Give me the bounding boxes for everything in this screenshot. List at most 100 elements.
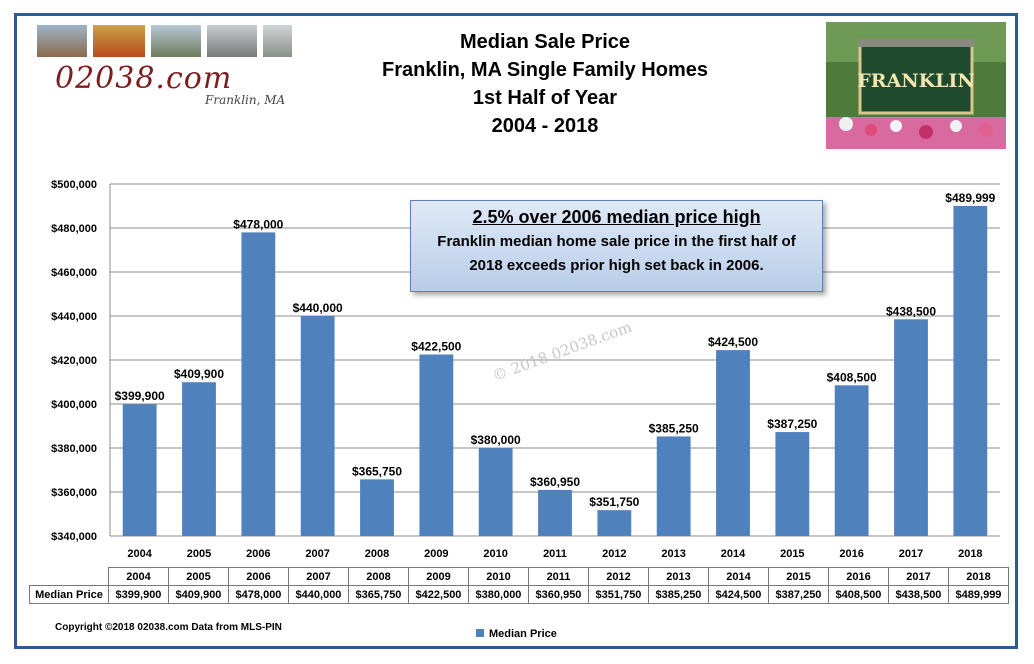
table-value-cell: $489,999 <box>948 585 1009 604</box>
data-label: $408,500 <box>827 370 877 384</box>
x-tick-label: 2018 <box>958 548 982 560</box>
bar <box>241 232 276 536</box>
bar <box>597 510 632 536</box>
welcome-sign-illustration: FRANKLIN <box>826 22 1006 149</box>
table-year-cell: 2006 <box>228 567 289 586</box>
table-year-cell: 2004 <box>108 567 169 586</box>
bar <box>538 489 572 536</box>
y-tick-label: $400,000 <box>51 399 97 411</box>
table-header-row: 2004 2005 2006 2007 2008 2009 2010 2011 2012 2013… <box>29 567 1009 586</box>
x-tick-label: 2010 <box>483 548 507 560</box>
table-value-cell: $422,500 <box>408 585 469 604</box>
callout-body: Franklin median home sale price in the f… <box>411 230 822 278</box>
sign-text: FRANKLIN <box>857 70 975 92</box>
x-tick-label: 2012 <box>602 548 626 560</box>
data-label: $409,900 <box>174 367 224 381</box>
table-year-cell: 2009 <box>408 567 469 586</box>
table-year-cell: 2007 <box>288 567 349 586</box>
x-tick-label: 2008 <box>365 548 389 560</box>
table-year-cell: 2016 <box>828 567 889 586</box>
table-year-cell: 2013 <box>648 567 709 586</box>
table-value-cell: $440,000 <box>288 585 349 604</box>
table-row-header: Median Price <box>29 585 109 604</box>
table-value-cell: $399,900 <box>108 585 169 604</box>
table-year-cell: 2010 <box>468 567 529 586</box>
table-value-cell: $351,750 <box>588 585 649 604</box>
y-tick-label: $500,000 <box>51 179 97 191</box>
callout-headline: 2.5% over 2006 median price high <box>472 207 761 227</box>
data-label: $380,000 <box>471 433 521 447</box>
table-year-cell: 2005 <box>168 567 229 586</box>
bar <box>122 404 157 536</box>
table-year-cell: 2014 <box>708 567 769 586</box>
title-line-1: Median Sale Price <box>459 31 631 53</box>
table-value-cell: $385,250 <box>648 585 709 604</box>
table-year-cell: 2008 <box>348 567 409 586</box>
data-label: $360,950 <box>530 475 580 489</box>
y-tick-label: $380,000 <box>51 443 97 455</box>
y-tick-label: $340,000 <box>51 531 97 543</box>
logo-photo-strip <box>37 25 292 57</box>
bar <box>182 382 216 536</box>
x-tick-label: 2013 <box>661 548 685 560</box>
bar <box>478 448 513 536</box>
y-tick-label: $460,000 <box>51 267 97 279</box>
bar <box>716 350 750 536</box>
data-labels: $399,900 $409,900 $478,000 $440,000 $365,750… <box>115 191 996 509</box>
x-axis: 2004 2005 2006 2007 2008 2009 2010 2011 2012 2013… <box>127 548 982 560</box>
bar <box>834 385 869 536</box>
chart-title: Median Sale Price Franklin, MA Single Fa… <box>300 28 790 140</box>
y-tick-label: $440,000 <box>51 311 97 323</box>
site-logo: 02038.com Franklin, MA <box>37 25 292 110</box>
table-value-cell: $424,500 <box>708 585 769 604</box>
data-table: 2004 2005 2006 2007 2008 2009 2010 2011 2012 2013… <box>29 567 1009 604</box>
bar-series <box>122 206 988 536</box>
table-year-cell: 2011 <box>528 567 589 586</box>
data-label: $424,500 <box>708 335 758 349</box>
title-line-2: Franklin, MA Single Family Homes <box>382 59 708 81</box>
table-year-cell: 2012 <box>588 567 649 586</box>
data-label: $422,500 <box>411 340 461 354</box>
table-value-cell: $409,900 <box>168 585 229 604</box>
bar <box>953 206 988 536</box>
data-label: $440,000 <box>293 301 343 315</box>
y-axis: $340,000 $360,000 $380,000 $400,000 $420,000… <box>51 179 111 543</box>
data-label: $489,999 <box>945 191 995 205</box>
bar <box>360 479 394 536</box>
table-row: Median Price $399,900 $409,900 $478,000 $44… <box>29 585 1009 604</box>
legend: Median Price <box>476 628 557 640</box>
table-value-cell: $380,000 <box>468 585 529 604</box>
bar <box>300 316 335 536</box>
data-label: $387,250 <box>767 417 817 431</box>
data-label: $438,500 <box>886 304 936 318</box>
bar <box>894 319 928 536</box>
table-value-cell: $360,950 <box>528 585 589 604</box>
x-tick-label: 2015 <box>780 548 804 560</box>
bar <box>775 432 810 536</box>
x-tick-label: 2007 <box>305 548 329 560</box>
bar <box>656 436 691 536</box>
y-tick-label: $480,000 <box>51 223 97 235</box>
callout-line-1: Franklin median home sale price in the f… <box>437 233 796 250</box>
title-line-4: 2004 - 2018 <box>491 115 599 137</box>
callout-box: 2.5% over 2006 median price high Frankli… <box>410 200 823 292</box>
copyright-text: Copyright ©2018 02038.com Data from MLS-… <box>55 622 282 633</box>
logo-subtitle: Franklin, MA <box>205 93 286 107</box>
table-year-cell: 2017 <box>888 567 949 586</box>
x-tick-label: 2005 <box>187 548 211 560</box>
data-label: $399,900 <box>115 389 165 403</box>
y-tick-label: $360,000 <box>51 487 97 499</box>
x-tick-label: 2014 <box>721 548 746 560</box>
table-value-cell: $478,000 <box>228 585 289 604</box>
welcome-sign-photo: FRANKLIN <box>826 22 1006 149</box>
legend-label: Median Price <box>489 628 557 640</box>
callout-line-2: 2018 exceeds prior high set back in 2006… <box>469 257 764 274</box>
bar <box>419 354 454 536</box>
table-year-cell: 2018 <box>948 567 1009 586</box>
data-label: $365,750 <box>352 464 402 478</box>
x-tick-label: 2006 <box>246 548 270 560</box>
y-tick-label: $420,000 <box>51 355 97 367</box>
table-value-cell: $365,750 <box>348 585 409 604</box>
legend-swatch <box>476 629 484 637</box>
data-label: $351,750 <box>589 495 639 509</box>
